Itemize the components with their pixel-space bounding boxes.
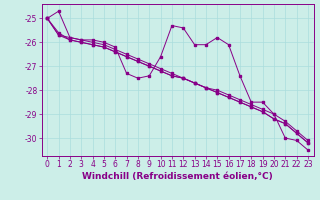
X-axis label: Windchill (Refroidissement éolien,°C): Windchill (Refroidissement éolien,°C) — [82, 172, 273, 181]
